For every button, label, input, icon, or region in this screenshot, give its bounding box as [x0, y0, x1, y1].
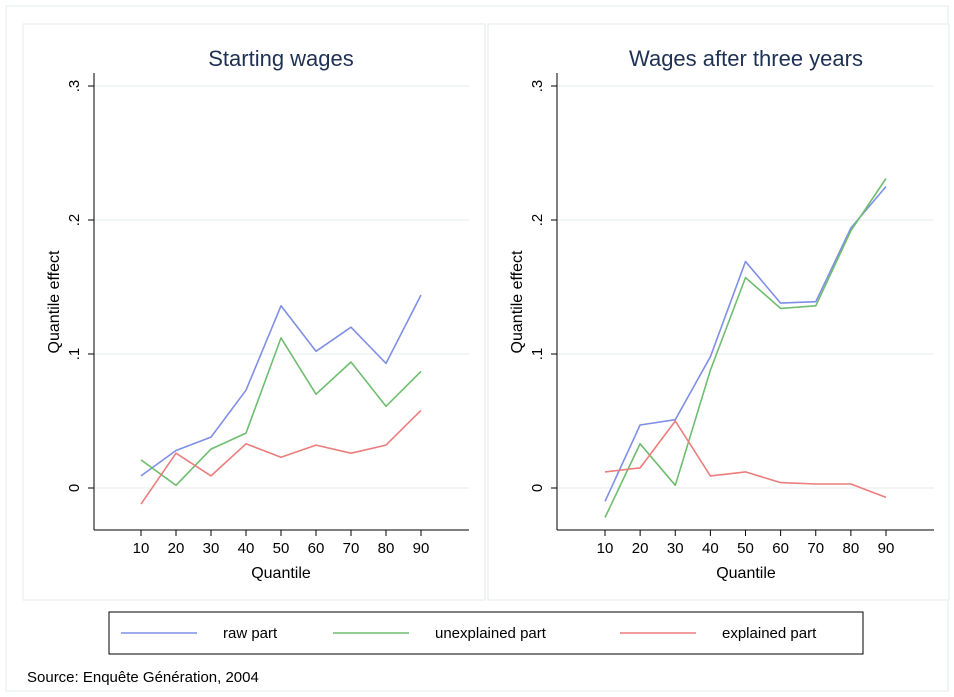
x-tick-label: 80 — [843, 540, 860, 557]
gridlines — [95, 85, 469, 489]
legend-label-unexplained-part: unexplained part — [435, 625, 547, 642]
legend-label-explained-part: explained part — [722, 625, 817, 642]
legend: raw part unexplained part explained part — [108, 611, 864, 655]
axes: 0 .1 .2 .3 10 20 30 40 50 60 70 80 90 — [66, 73, 469, 557]
x-axis-label: Quantile — [251, 565, 311, 582]
y-tick-label: .2 — [66, 214, 83, 227]
series-line-explained-part — [604, 420, 887, 499]
x-tick-label: 50 — [737, 540, 754, 557]
x-tick-label: 60 — [772, 540, 789, 557]
x-tick-label: 10 — [133, 540, 150, 557]
x-tick-label: 20 — [168, 540, 185, 557]
panel-title: Starting wages — [208, 46, 354, 71]
x-tick-label: 50 — [273, 540, 290, 557]
series-line-unexplained-part — [604, 178, 887, 518]
y-tick-label: .2 — [529, 214, 546, 227]
series-lines — [604, 178, 887, 518]
series-lines — [140, 294, 422, 505]
y-tick-label: .3 — [529, 80, 546, 93]
x-tick-label: 40 — [702, 540, 719, 557]
x-tick-label: 20 — [632, 540, 649, 557]
y-tick-label: 0 — [66, 484, 83, 492]
panel-starting-wages: Starting wages Quantile effect Quantile … — [22, 23, 486, 601]
panel-title: Wages after three years — [629, 46, 863, 71]
legend-box — [108, 611, 864, 655]
series-line-raw-part — [140, 294, 422, 477]
axes: 0 .1 .2 .3 10 20 30 40 50 60 70 80 90 — [529, 73, 934, 557]
series-line-raw-part — [604, 185, 887, 502]
legend-label-raw-part: raw part — [223, 625, 278, 642]
x-tick-label: 90 — [413, 540, 430, 557]
x-tick-label: 30 — [203, 540, 220, 557]
x-axis-label: Quantile — [716, 565, 776, 582]
y-axis-label: Quantile effect — [46, 250, 63, 353]
series-line-unexplained-part — [140, 337, 422, 487]
x-tick-label: 90 — [878, 540, 895, 557]
y-tick-label: 0 — [529, 484, 546, 492]
source-note: Source: Enquête Génération, 2004 — [27, 669, 259, 686]
x-tick-label: 60 — [308, 540, 325, 557]
y-tick-label: .3 — [66, 80, 83, 93]
panel-background — [22, 23, 486, 601]
y-tick-label: .1 — [529, 348, 546, 361]
x-tick-label: 10 — [597, 540, 614, 557]
y-tick-label: .1 — [66, 348, 83, 361]
x-tick-label: 70 — [807, 540, 824, 557]
gridlines — [558, 85, 934, 489]
x-tick-label: 30 — [667, 540, 684, 557]
x-tick-label: 70 — [343, 540, 360, 557]
panel-wages-after-three-years: Wages after three years Quantile effect … — [487, 23, 950, 601]
x-tick-label: 40 — [238, 540, 255, 557]
series-line-explained-part — [140, 409, 422, 505]
panel-background — [487, 23, 950, 601]
x-tick-label: 80 — [378, 540, 395, 557]
y-axis-label: Quantile effect — [509, 250, 526, 353]
